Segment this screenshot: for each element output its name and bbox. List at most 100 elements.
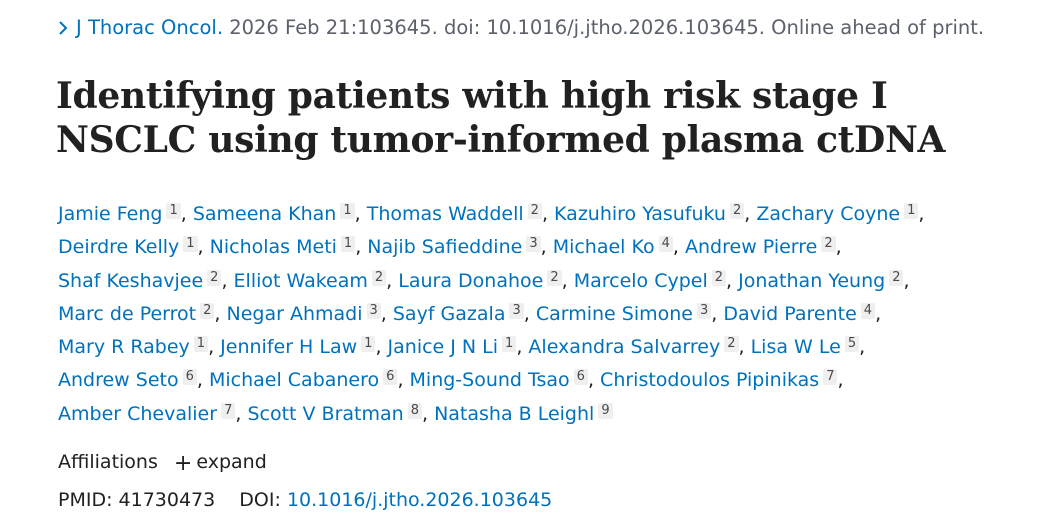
journal-link[interactable]: J Thorac Oncol. xyxy=(76,16,224,39)
authors-line: Shaf Keshavjee 2, Elliot Wakeam 2, Laura D… xyxy=(58,265,1018,298)
affiliation-number[interactable]: 7 xyxy=(221,402,236,419)
separator: , xyxy=(835,236,842,259)
affiliation-number[interactable]: 3 xyxy=(697,302,712,319)
separator: , xyxy=(221,269,234,292)
author-link[interactable]: Najib Safieddine xyxy=(367,236,523,259)
citation-details: 2026 Feb 21:103645. doi: 10.1016/j.jtho.… xyxy=(223,16,985,39)
affiliation-number[interactable]: 1 xyxy=(183,236,198,253)
separator: , xyxy=(421,402,435,425)
author-link[interactable]: Laura Donahoe xyxy=(398,269,544,292)
affiliation-number[interactable]: 1 xyxy=(166,203,181,219)
affiliation-number[interactable]: 2 xyxy=(200,302,215,319)
author-link[interactable]: Elliot Wakeam xyxy=(233,269,368,292)
author-link[interactable]: Jonathan Yeung xyxy=(738,269,886,292)
affiliation-number[interactable]: 2 xyxy=(371,269,387,286)
affiliation-number[interactable]: 7 xyxy=(823,369,838,386)
author-link[interactable]: Andrew Seto xyxy=(58,369,179,392)
separator: , xyxy=(711,302,724,325)
author-link[interactable]: David Parente xyxy=(723,302,857,325)
affiliation-number[interactable]: 3 xyxy=(509,302,524,319)
separator: , xyxy=(875,302,882,325)
authors-line: Andrew Seto 6, Michael Cabanero 6, Ming-So… xyxy=(58,364,1018,397)
author-link[interactable]: Andrew Pierre xyxy=(685,236,818,259)
author-link[interactable]: Amber Chevalier xyxy=(58,402,218,425)
affiliation-number[interactable]: 1 xyxy=(361,336,376,353)
affiliation-number[interactable]: 3 xyxy=(526,236,541,253)
author-link[interactable]: Ming-Sound Tsao xyxy=(409,369,570,392)
affiliation-number[interactable]: 2 xyxy=(711,269,727,286)
author-link[interactable]: Michael Ko xyxy=(552,236,655,259)
separator: , xyxy=(180,203,193,225)
pmid-label: PMID: xyxy=(58,489,119,511)
affiliation-number[interactable]: 2 xyxy=(207,269,222,286)
affiliation-number[interactable]: 5 xyxy=(844,336,860,353)
separator: , xyxy=(354,203,367,225)
separator: , xyxy=(540,236,553,259)
author-link[interactable]: Jennifer H Law xyxy=(220,336,358,359)
expand-affiliations-button[interactable]: + expand xyxy=(174,451,267,476)
affiliation-number[interactable]: 9 xyxy=(598,402,613,419)
author-link[interactable]: Sayf Gazala xyxy=(392,302,506,325)
authors-line: Deirdre Kelly 1, Nicholas Meti 1, Najib Sa… xyxy=(58,231,1018,264)
author-link[interactable]: Natasha B Leighl xyxy=(434,402,595,425)
separator: , xyxy=(726,269,739,292)
author-link[interactable]: Jamie Feng xyxy=(58,203,163,225)
authors-list: Jamie Feng 1, Sameena Khan 1, Thomas Wadde… xyxy=(58,198,1018,431)
affiliation-number[interactable]: 1 xyxy=(193,336,209,353)
author-link[interactable]: Alexandra Salvarrey xyxy=(528,336,721,359)
pmid-value: 41730473 xyxy=(118,489,216,511)
affiliation-number[interactable]: 1 xyxy=(502,336,517,353)
chevron-right-icon[interactable] xyxy=(58,16,68,39)
expand-label: expand xyxy=(196,451,267,473)
affiliation-number[interactable]: 2 xyxy=(547,269,562,286)
affiliation-number[interactable]: 2 xyxy=(527,203,542,219)
author-link[interactable]: Mary R Rabey xyxy=(58,336,190,359)
article-title: Identifying patients with high risk stag… xyxy=(56,75,946,161)
author-link[interactable]: Janice J N Li xyxy=(387,336,499,359)
separator: , xyxy=(903,269,910,292)
separator: , xyxy=(516,336,529,359)
author-link[interactable]: Kazuhiro Yasufuku xyxy=(554,203,726,225)
author-link[interactable]: Negar Ahmadi xyxy=(226,302,363,325)
author-link[interactable]: Carmine Simone xyxy=(535,302,693,325)
author-link[interactable]: Zachary Coyne xyxy=(756,203,901,225)
separator: , xyxy=(197,236,210,259)
author-link[interactable]: Marcelo Cypel xyxy=(573,269,708,292)
separator: , xyxy=(859,336,866,359)
affiliation-number[interactable]: 3 xyxy=(366,302,381,319)
affiliations-label: Affiliations xyxy=(58,451,158,473)
affiliation-number[interactable]: 6 xyxy=(573,369,588,386)
author-link[interactable]: Nicholas Meti xyxy=(209,236,337,259)
affiliation-number[interactable]: 4 xyxy=(658,236,673,253)
author-link[interactable]: Christodoulos Pipinikas xyxy=(600,369,820,392)
author-link[interactable]: Marc de Perrot xyxy=(58,302,197,325)
affiliation-number[interactable]: 1 xyxy=(340,203,355,219)
separator: , xyxy=(355,236,368,259)
affiliation-number[interactable]: 4 xyxy=(860,302,876,319)
affiliation-number[interactable]: 2 xyxy=(821,236,836,253)
doi-link[interactable]: 10.1016/j.jtho.2026.103645 xyxy=(286,489,553,511)
author-link[interactable]: Shaf Keshavjee xyxy=(58,269,204,292)
separator: , xyxy=(208,336,221,359)
separator: , xyxy=(672,236,686,259)
affiliation-number[interactable]: 6 xyxy=(383,369,398,386)
affiliation-number[interactable]: 6 xyxy=(182,369,197,386)
affiliation-number[interactable]: 2 xyxy=(724,336,739,353)
author-link[interactable]: Lisa W Le xyxy=(750,336,841,359)
doi-label: DOI: xyxy=(239,489,287,511)
author-link[interactable]: Sameena Khan xyxy=(192,203,337,225)
author-link[interactable]: Michael Cabanero xyxy=(208,369,380,392)
affiliation-number[interactable]: 8 xyxy=(407,402,422,419)
affiliation-number[interactable]: 2 xyxy=(729,203,745,219)
separator: , xyxy=(196,369,209,392)
separator: , xyxy=(380,302,393,325)
author-link[interactable]: Thomas Waddell xyxy=(366,203,524,225)
author-link[interactable]: Deirdre Kelly xyxy=(58,236,180,259)
article-identifiers: PMID: 41730473 DOI: 10.1016/j.jtho.2026.… xyxy=(58,489,552,511)
affiliation-number[interactable]: 1 xyxy=(340,236,356,253)
author-link[interactable]: Scott V Bratman xyxy=(247,402,404,425)
separator: , xyxy=(523,302,536,325)
separator: , xyxy=(386,269,399,292)
affiliation-number[interactable]: 1 xyxy=(904,203,919,219)
affiliation-number[interactable]: 2 xyxy=(889,269,904,286)
